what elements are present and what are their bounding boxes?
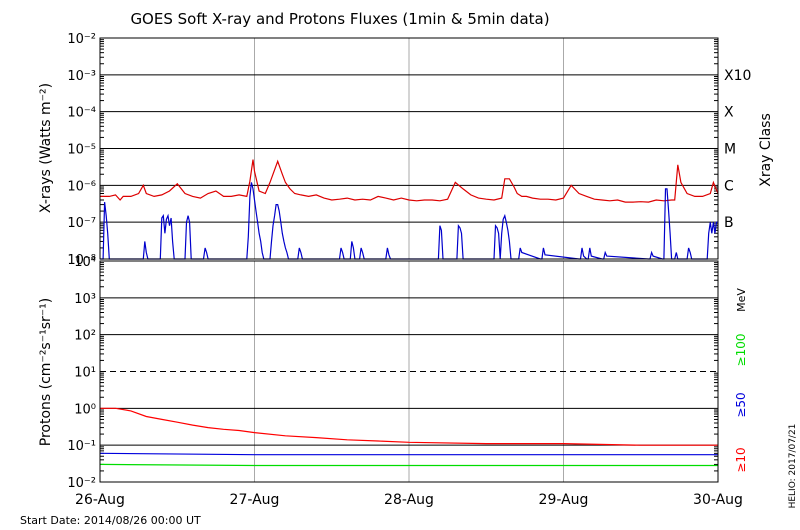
xray-y-ticks: 10⁻⁸ 10⁻⁷ 10⁻⁶ 10⁻⁵ 10⁻⁴ 10⁻³ 10⁻² xyxy=(67,32,718,268)
protons-frame xyxy=(99,260,719,483)
protons-series xyxy=(99,407,718,467)
protons-y-tick-label: 10⁻² xyxy=(67,476,96,491)
protons-energy-label: ≥100 xyxy=(734,334,748,367)
protons-y-tick-label: 10⁻¹ xyxy=(67,439,96,454)
protons-y-tick-label: 10¹ xyxy=(74,366,96,381)
protons-y-tick-label: 10³ xyxy=(74,292,96,307)
xray-y-tick-label: 10⁻⁴ xyxy=(67,106,96,121)
xray-class-label: B xyxy=(724,215,734,231)
protons-series-line xyxy=(99,452,718,456)
xray-y-tick-label: 10⁻³ xyxy=(67,69,96,84)
x-tick-label: 30-Aug xyxy=(693,492,743,508)
xray-y-tick-label: 10⁻⁸ xyxy=(67,253,96,268)
start-date: Start Date: 2014/08/26 00:00 UT xyxy=(20,514,201,527)
xray-y-tick-label: 10⁻⁷ xyxy=(67,216,96,231)
protons-energy-label: ≥10 xyxy=(734,447,748,472)
xray-class-label: M xyxy=(724,142,736,158)
xray-y-tick-label: 10⁻⁵ xyxy=(67,143,96,158)
protons-unit-label: MeV xyxy=(735,288,748,312)
xray-y-tick-label: 10⁻² xyxy=(67,32,96,47)
xray-class-label: X xyxy=(724,105,734,121)
credit-label: HELIO: 2017/07/21 xyxy=(788,424,798,509)
xray-frame xyxy=(99,37,719,260)
protons-energy-labels: ≥100 ≥50 ≥10 xyxy=(734,334,748,473)
xray-y-axis-label: X-rays (Watts m⁻²) xyxy=(38,83,54,213)
protons-y-ticks: 10⁻² 10⁻¹ 10⁰ 10¹ 10² 10³ 10⁴ xyxy=(67,255,718,491)
xray-series-short xyxy=(100,182,718,260)
chart-title: GOES Soft X-ray and Protons Fluxes (1min… xyxy=(130,10,549,28)
x-tick-label: 28-Aug xyxy=(384,492,434,508)
xray-class-labels: B C M X X10 xyxy=(724,68,751,231)
xray-grid xyxy=(100,38,718,259)
xray-series xyxy=(100,159,719,260)
protons-energy-label: ≥50 xyxy=(734,392,748,417)
protons-grid xyxy=(100,261,718,482)
xray-class-label: X10 xyxy=(724,68,751,84)
protons-panel: 10⁻² 10⁻¹ 10⁰ 10¹ 10² 10³ 10⁴ Protons (cm⁻²s⁻¹… xyxy=(38,255,748,491)
protons-y-tick-label: 10² xyxy=(74,329,96,344)
protons-series-line xyxy=(100,407,718,446)
xray-class-axis-label: Xray Class xyxy=(758,113,774,187)
x-tick-label: 26-Aug xyxy=(75,492,125,508)
xray-class-label: C xyxy=(724,178,734,194)
x-tick-label: 27-Aug xyxy=(230,492,280,508)
xray-panel: 10⁻⁸ 10⁻⁷ 10⁻⁶ 10⁻⁵ 10⁻⁴ 10⁻³ 10⁻² X-rays (Wat… xyxy=(38,32,774,268)
x-tick-label: 29-Aug xyxy=(539,492,589,508)
x-axis-tick-labels: 26-Aug 27-Aug 28-Aug 29-Aug 30-Aug xyxy=(75,492,743,508)
protons-series-line xyxy=(99,463,718,467)
protons-y-tick-label: 10⁴ xyxy=(74,255,96,270)
xray-series-long xyxy=(100,159,719,203)
protons-y-axis-label: Protons (cm⁻²s⁻¹sr⁻¹) xyxy=(38,298,54,447)
xray-y-tick-label: 10⁻⁶ xyxy=(67,179,96,194)
protons-y-tick-label: 10⁰ xyxy=(74,402,96,417)
